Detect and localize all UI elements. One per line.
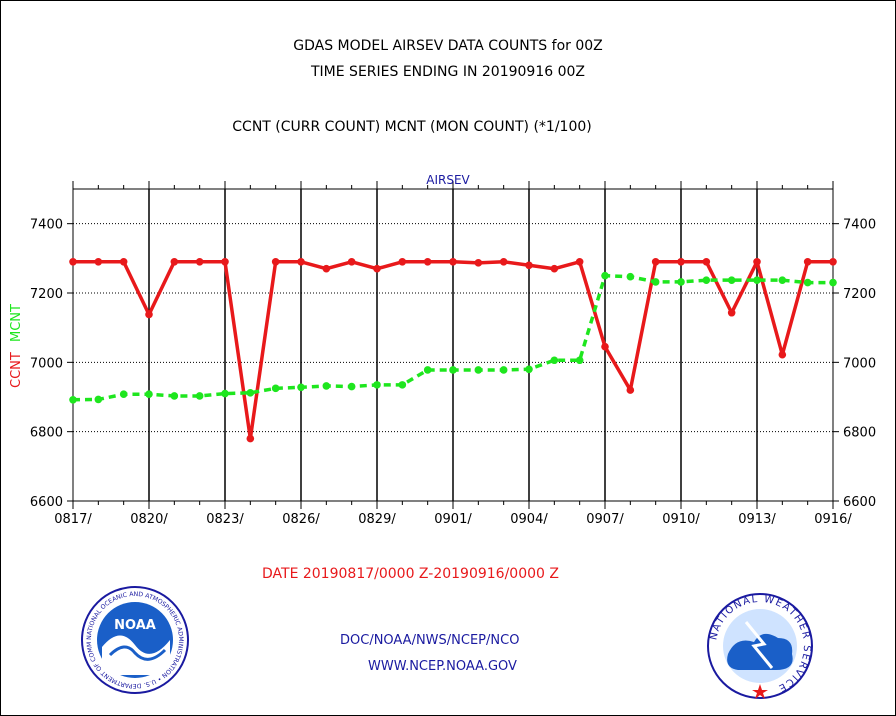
data-point-ccnt: [398, 258, 407, 266]
data-point-ccnt: [347, 258, 356, 266]
data-point-ccnt: [829, 258, 837, 266]
x-tick-label: 0817/: [54, 512, 92, 527]
data-point-ccnt: [778, 350, 787, 359]
data-point-ccnt: [727, 308, 736, 317]
data-point-ccnt: [322, 264, 331, 273]
date-range-label: DATE 20190817/0000 Z-20190916/0000 Z: [262, 566, 559, 582]
data-point-mcnt: [575, 356, 584, 365]
data-point-ccnt: [651, 258, 660, 266]
data-point-mcnt: [398, 381, 407, 389]
data-point-ccnt: [525, 261, 533, 270]
x-tick-label: 0901/: [434, 512, 472, 527]
data-point-ccnt: [297, 258, 305, 266]
data-point-mcnt: [778, 276, 787, 284]
y-tick-label-left: 7000: [30, 356, 63, 371]
chart-title-line-1: GDAS MODEL AIRSEV DATA COUNTS for 00Z: [293, 38, 603, 54]
y-tick-label-right: 7200: [843, 287, 876, 302]
data-point-ccnt: [575, 258, 584, 266]
data-point-ccnt: [474, 259, 483, 267]
data-point-mcnt: [829, 278, 837, 287]
y-tick-label-left: 6800: [30, 426, 63, 441]
data-point-mcnt: [449, 366, 457, 374]
data-point-ccnt: [69, 258, 77, 266]
noaa-logo: NOAA NATIONAL OCEANIC AND ATMOSPHERIC AD…: [80, 585, 189, 694]
data-point-ccnt: [803, 258, 812, 266]
data-point-ccnt: [753, 258, 761, 266]
x-tick-label: 0826/: [282, 512, 320, 527]
data-point-mcnt: [626, 272, 635, 281]
x-tick-label: 0823/: [206, 512, 244, 527]
data-point-mcnt: [525, 365, 533, 374]
data-point-mcnt: [601, 271, 609, 280]
data-point-mcnt: [499, 366, 508, 374]
data-point-mcnt: [727, 276, 736, 284]
chart-title-line-2: TIME SERIES ENDING IN 20190916 00Z: [311, 64, 585, 80]
data-point-mcnt: [677, 278, 685, 286]
data-point-mcnt: [271, 384, 280, 393]
x-tick-label: 0910/: [662, 512, 700, 527]
data-point-ccnt: [677, 258, 685, 266]
data-point-mcnt: [221, 389, 229, 398]
data-point-mcnt: [94, 395, 103, 404]
nws-logo: NATIONAL WEATHER SERVICE: [707, 593, 813, 699]
data-point-ccnt: [702, 258, 711, 266]
data-point-ccnt: [550, 264, 559, 273]
org-label: DOC/NOAA/NWS/NCEP/NCO: [340, 633, 520, 648]
data-point-mcnt: [803, 278, 812, 287]
data-point-mcnt: [170, 392, 179, 400]
y-tick-label-right: 7400: [843, 218, 876, 233]
data-point-mcnt: [322, 382, 331, 390]
data-point-mcnt: [347, 382, 356, 391]
data-point-ccnt: [170, 258, 179, 266]
data-point-mcnt: [297, 383, 305, 392]
data-point-ccnt: [373, 264, 381, 273]
data-point-mcnt: [702, 276, 711, 284]
x-tick-label: 0913/: [738, 512, 776, 527]
data-point-mcnt: [550, 356, 559, 365]
data-point-mcnt: [753, 276, 761, 284]
y-tick-label-right: 6800: [843, 426, 876, 441]
y-tick-label-left: 7400: [30, 218, 63, 233]
y-tick-label-left: 7200: [30, 287, 63, 302]
data-point-ccnt: [423, 258, 432, 266]
data-point-mcnt: [474, 366, 483, 374]
data-point-mcnt: [246, 389, 255, 397]
data-point-ccnt: [145, 310, 153, 319]
data-point-mcnt: [195, 392, 204, 400]
svg-text:NOAA: NOAA: [114, 618, 156, 633]
y-axis-label-ccnt: CCNT: [9, 352, 24, 388]
website-label: WWW.NCEP.NOAA.GOV: [368, 659, 517, 674]
chart-title-line-3: CCNT (CURR COUNT) MCNT (MON COUNT) (*1/1…: [232, 119, 592, 135]
data-point-ccnt: [449, 258, 457, 266]
data-point-mcnt: [69, 395, 77, 404]
y-tick-label-right: 7000: [843, 356, 876, 371]
x-tick-label: 0904/: [510, 512, 548, 527]
chart-subtitle: AIRSEV: [426, 173, 470, 187]
data-point-mcnt: [145, 390, 153, 399]
data-point-mcnt: [373, 381, 381, 389]
x-tick-label: 0820/: [130, 512, 168, 527]
data-point-ccnt: [626, 386, 635, 394]
data-point-ccnt: [601, 342, 609, 351]
x-tick-label: 0907/: [586, 512, 624, 527]
y-axis-label-mcnt: MCNT: [9, 304, 24, 342]
y-tick-label-left: 6600: [30, 495, 63, 510]
data-point-ccnt: [195, 258, 204, 266]
data-point-ccnt: [119, 258, 128, 266]
x-tick-label: 0829/: [358, 512, 396, 527]
y-tick-label-right: 6600: [843, 495, 876, 510]
data-point-ccnt: [271, 258, 280, 266]
data-point-ccnt: [221, 258, 229, 266]
data-point-ccnt: [499, 258, 508, 266]
data-point-mcnt: [119, 390, 128, 399]
data-point-mcnt: [423, 366, 432, 374]
data-point-mcnt: [651, 278, 660, 286]
x-tick-label: 0916/: [814, 512, 852, 527]
data-point-ccnt: [246, 434, 255, 443]
data-point-ccnt: [94, 258, 103, 266]
